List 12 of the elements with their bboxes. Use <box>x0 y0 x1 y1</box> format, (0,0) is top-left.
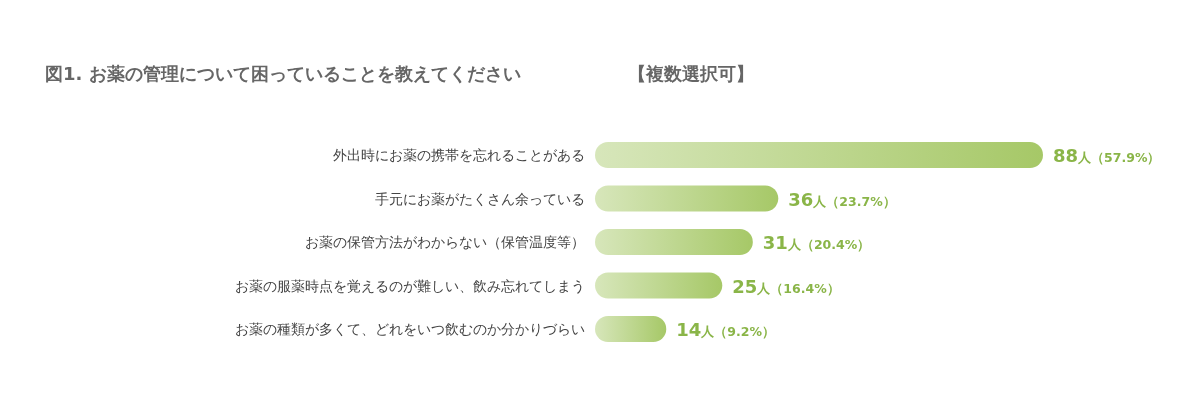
category: お薬の服薬時点を覚えるのが難しい、飲み忘れてしまう <box>235 277 585 294</box>
category: 外出時にお薬の携帯を忘れることがある <box>333 147 585 163</box>
category: お薬の保管方法がわからない（保管温度等） <box>305 234 585 250</box>
category: 手元にお薬がたくさん余っている <box>375 190 585 207</box>
category: お薬の種類が多くて、どれをいつ飲むのか分かりづらい <box>235 321 585 337</box>
value-label: 14人（9.2%） <box>676 319 775 340</box>
value-label: 88人（57.9%） <box>1053 145 1161 166</box>
title: 図1. お薬の管理について困っていることを教えてください <box>45 63 521 84</box>
subtitle: 【複数選択可】 <box>628 63 754 84</box>
value-label: 36人（23.7%） <box>788 188 896 210</box>
value-label: 25人（16.4%） <box>732 275 840 297</box>
value-label: 31人（20.4%） <box>762 232 871 253</box>
